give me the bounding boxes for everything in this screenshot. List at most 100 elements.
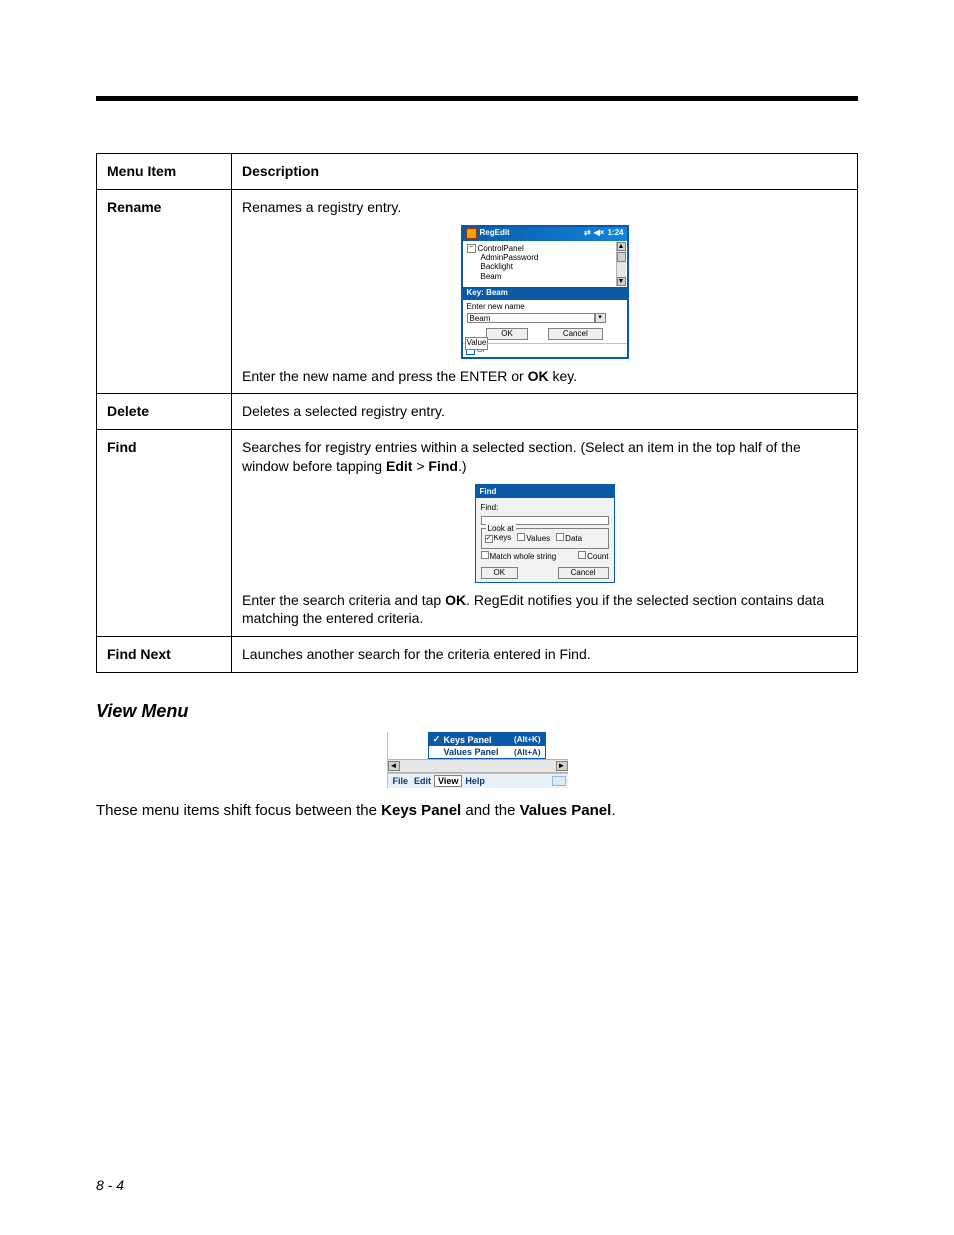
menu-item-find: Find (97, 430, 232, 637)
menu-help[interactable]: Help (462, 776, 488, 786)
menu-file[interactable]: File (390, 776, 412, 786)
lookat-fieldset: Look at ✓Keys Values Data (481, 528, 609, 549)
find-desc-bottom: Enter the search criteria and tap OK. Re… (242, 591, 847, 629)
count-label: Count (587, 552, 608, 561)
text-bold: OK (445, 592, 466, 608)
table-row: Rename Renames a registry entry. RegEdit… (97, 189, 858, 394)
rename-form: Enter new name Beam▾ (463, 300, 627, 326)
rename-desc-top: Renames a registry entry. (242, 198, 847, 217)
view-menu-figure: ✓ Keys Panel (Alt+K) Values Panel (Alt+A… (96, 732, 858, 788)
page-number: 8 - 4 (96, 1177, 124, 1193)
menubar: File Edit View Help (388, 773, 568, 788)
text: Searches for registry entries within a s… (242, 439, 801, 474)
enter-name-label: Enter new name (467, 302, 623, 313)
find-figure: Find Find: Look at ✓Keys Values Data (242, 484, 847, 582)
desc-rename: Renames a registry entry. RegEdit ⇄ ◀× 1… (232, 189, 858, 394)
keys-checkbox[interactable]: ✓ (485, 535, 493, 543)
key-bar: Key: Beam (463, 287, 627, 300)
text: . (611, 802, 615, 819)
data-label: Data (565, 534, 582, 543)
tree-item: Backlight (467, 262, 623, 271)
regedit-tree: −ControlPanel AdminPassword Backlight Be… (463, 241, 627, 287)
keyboard-icon[interactable] (552, 776, 566, 786)
regedit-titlebar: RegEdit ⇄ ◀× 1:24 (463, 227, 627, 241)
scroll-thumb[interactable] (617, 252, 626, 262)
text-bold: Values Panel (520, 802, 612, 819)
find-buttons: OK Cancel (481, 567, 609, 579)
table-row: Find Searches for registry entries withi… (97, 430, 858, 637)
rename-input[interactable]: Beam (467, 313, 595, 323)
rename-figure: RegEdit ⇄ ◀× 1:24 −ControlPanel AdminPas… (242, 225, 847, 359)
text-bold: OK (528, 368, 549, 384)
popup-shortcut: (Alt+A) (514, 748, 540, 757)
keys-label: Keys (494, 533, 512, 542)
values-checkbox[interactable] (517, 533, 525, 541)
top-rule (96, 96, 858, 101)
text-bold: Keys Panel (381, 802, 461, 819)
text: and the (461, 802, 519, 819)
table-header-row: Menu Item Description (97, 154, 858, 190)
status-net-icon: ⇄ (584, 228, 591, 239)
cancel-button[interactable]: Cancel (558, 567, 609, 579)
rename-desc-bottom: Enter the new name and press the ENTER o… (242, 367, 847, 386)
menu-item-delete: Delete (97, 394, 232, 430)
menu-item-find-next: Find Next (97, 637, 232, 673)
app-icon (466, 228, 477, 239)
count-checkbox[interactable] (578, 551, 586, 559)
data-checkbox[interactable] (556, 533, 564, 541)
desc-find: Searches for registry entries within a s… (232, 430, 858, 637)
menu-edit[interactable]: Edit (411, 776, 434, 786)
matchwhole-label: Match whole string (490, 552, 557, 561)
table-row: Delete Deletes a selected registry entry… (97, 394, 858, 430)
desc-delete: Deletes a selected registry entry. (232, 394, 858, 430)
popup-item-keys[interactable]: ✓ Keys Panel (Alt+K) (429, 733, 545, 746)
ok-button[interactable]: OK (486, 328, 528, 340)
view-menu-screenshot: ✓ Keys Panel (Alt+K) Values Panel (Alt+A… (387, 732, 568, 788)
tree-item: Beam (467, 272, 623, 281)
value-chip: Value (465, 337, 489, 350)
cancel-button[interactable]: Cancel (548, 328, 603, 340)
ok-button[interactable]: OK (481, 567, 519, 579)
view-menu-caption: These menu items shift focus between the… (96, 802, 858, 819)
lookat-legend: Look at (486, 524, 516, 535)
menu-view[interactable]: View (434, 775, 462, 787)
header-menu-item: Menu Item (97, 154, 232, 190)
find-label: Find: (481, 503, 609, 514)
regedit-title: RegEdit (480, 228, 510, 239)
menu-table: Menu Item Description Rename Renames a r… (96, 153, 858, 673)
find-dialog: Find Find: Look at ✓Keys Values Data (475, 484, 615, 582)
scrollbar[interactable]: ▲ ▼ (616, 242, 626, 286)
popup-item-values[interactable]: Values Panel (Alt+A) (429, 746, 545, 758)
find-title: Find (476, 485, 614, 498)
popup-shortcut: (Alt+K) (514, 735, 540, 744)
scroll-down-icon[interactable]: ▼ (617, 277, 626, 286)
text: These menu items shift focus between the (96, 802, 381, 819)
view-popup: ✓ Keys Panel (Alt+K) Values Panel (Alt+A… (428, 732, 546, 759)
matchwhole-checkbox[interactable] (481, 551, 489, 559)
text: Enter the new name and press the ENTER o… (242, 368, 528, 384)
find-desc-top: Searches for registry entries within a s… (242, 438, 847, 476)
scroll-right-icon[interactable]: ► (556, 761, 568, 771)
tree-item: AdminPassword (467, 253, 623, 262)
check-icon: ✓ (433, 734, 441, 745)
status-time: 1:24 (607, 228, 623, 239)
tree-root: ControlPanel (478, 244, 524, 253)
text-bold: Find (428, 458, 458, 474)
text: > (412, 458, 428, 474)
table-row: Find Next Launches another search for th… (97, 637, 858, 673)
popup-label: Values Panel (444, 747, 512, 757)
dropdown-icon[interactable]: ▾ (595, 313, 606, 323)
page: Menu Item Description Rename Renames a r… (0, 0, 954, 1235)
status-volume-icon: ◀× (594, 228, 605, 239)
view-menu-heading: View Menu (96, 701, 858, 722)
values-label: Values (526, 534, 550, 543)
text: key. (549, 368, 578, 384)
text: .) (458, 458, 467, 474)
hscrollbar[interactable]: ◄ ► (388, 759, 568, 773)
header-description: Description (232, 154, 858, 190)
scroll-up-icon[interactable]: ▲ (617, 242, 626, 251)
scroll-left-icon[interactable]: ◄ (388, 761, 400, 771)
popup-label: Keys Panel (444, 735, 512, 745)
find-body: Find: Look at ✓Keys Values Data (476, 498, 614, 581)
text-bold: Edit (386, 458, 412, 474)
